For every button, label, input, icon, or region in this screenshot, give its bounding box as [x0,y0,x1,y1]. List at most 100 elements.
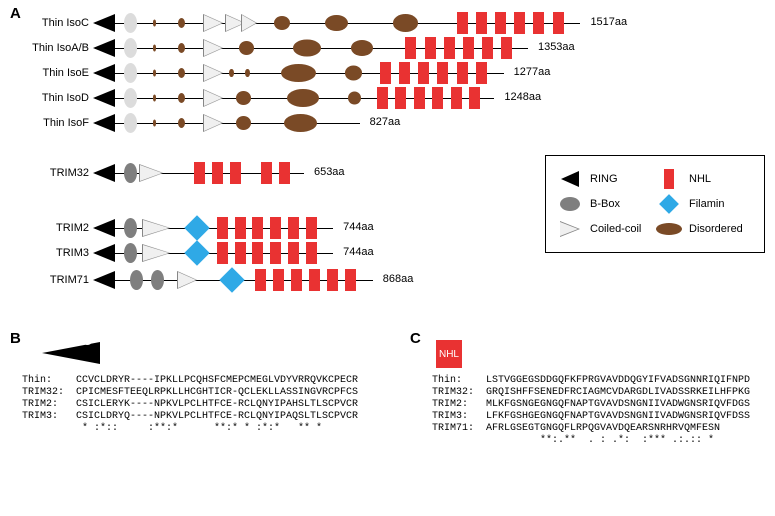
protein-row: TRIM32653aa [95,163,319,183]
nhl-domain [482,37,493,59]
disordered-domain [178,68,185,78]
protein-length-label: 1353aa [538,41,575,53]
legend-box: RING NHL B-Box Filamin Coiled-coil Disordered [545,155,765,253]
ring-icon [556,171,584,187]
legend-row: RING NHL [556,169,754,189]
coiled-coil-domain [143,245,169,261]
coiled-coil-domain [204,115,222,131]
legend-label: Coiled-coil [590,223,641,235]
protein-length-label: 744aa [343,221,374,233]
protein-label: Thin IsoA/B [32,42,89,54]
nhl-domain [217,242,228,264]
coiled-coil-domain [242,15,256,31]
protein-label: Thin IsoD [42,92,89,104]
protein-length-label: 1517aa [590,16,627,28]
disordered-domain [287,89,319,107]
filamin-icon [655,197,683,211]
nhl-domain [235,217,246,239]
nhl-domain [306,242,317,264]
bbox-domain [124,88,137,108]
protein-label: Thin IsoF [43,117,89,129]
nhl-domain [306,217,317,239]
disordered-domain [153,20,157,27]
bbox-domain [130,270,143,290]
legend-item: B-Box [556,197,655,211]
nhl-domain [309,269,320,291]
nhl-domain [288,242,299,264]
protein-row: Thin IsoC1517aa [95,13,595,33]
panel-b-alignment: Thin: CCVCLDRYR----IPKLLPCQHSFCMEPCMEGLV… [22,375,358,435]
nhl-domain [514,12,525,34]
protein-label: TRIM3 [56,247,89,259]
coiled-coil-domain [204,40,222,56]
panel-label-a: A [10,5,21,22]
filamin-domain [219,267,244,292]
nhl-domain [414,87,425,109]
disordered-domain [245,69,249,77]
nhl-domain [432,87,443,109]
legend-row: Coiled-coil Disordered [556,219,754,239]
nhl-domain [270,217,281,239]
nhl-domain [469,87,480,109]
protein-label: TRIM71 [50,274,89,286]
disordered-domain [236,116,251,130]
protein-row: TRIM3744aa [95,243,348,263]
ring-domain [93,64,115,82]
protein-length-label: 827aa [370,116,401,128]
ring-domain [93,271,115,289]
coiled-coil-domain [204,65,222,81]
nhl-domain [345,269,356,291]
legend-label: B-Box [590,198,620,210]
disordered-domain [345,66,363,81]
disordered-domain [281,64,316,82]
nhl-domain [437,62,448,84]
disordered-domain [348,92,361,105]
nhl-domain [255,269,266,291]
bbox-domain [124,13,137,33]
coiled-coil-domain [204,90,222,106]
legend-item: Filamin [655,197,754,211]
protein-length-label: 868aa [383,273,414,285]
protein-row: TRIM2744aa [95,218,348,238]
disordered-domain [239,41,254,55]
ring-domain [93,219,115,237]
nhl-domain [273,269,284,291]
legend-label: NHL [689,173,711,185]
bbox-domain [124,243,137,263]
disordered-domain [325,15,347,31]
coiled-coil-domain [143,220,169,236]
nhl-domain [380,62,391,84]
bbox-domain [124,218,137,238]
panel-label-c: C [410,330,421,347]
nhl-domain [405,37,416,59]
nhl-domain [425,37,436,59]
filamin-domain [184,215,209,240]
disordered-domain [236,91,251,105]
legend-label: Disordered [689,223,743,235]
bbox-domain [124,38,137,58]
nhl-domain [377,87,388,109]
legend-item: Coiled-coil [556,221,655,237]
nhl-domain [291,269,302,291]
nhl-domain [553,12,564,34]
protein-row: Thin IsoF827aa [95,113,375,133]
protein-length-label: 744aa [343,246,374,258]
nhl-domain [457,12,468,34]
legend-label: Filamin [689,198,724,210]
disordered-domain [153,45,157,52]
ring-domain [93,244,115,262]
filamin-domain [184,240,209,265]
ring-domain [93,114,115,132]
nhl-domain [252,242,263,264]
protein-row: Thin IsoE1277aa [95,63,519,83]
nhl-domain [444,37,455,59]
protein-label: TRIM2 [56,222,89,234]
legend-item: NHL [655,169,754,189]
disordered-icon [655,223,683,235]
nhl-domain [270,242,281,264]
nhl-domain [194,162,205,184]
protein-row: Thin IsoD1248aa [95,88,509,108]
legend-item: RING [556,171,655,187]
protein-label: Thin IsoE [43,67,89,79]
bbox-icon [556,197,584,211]
